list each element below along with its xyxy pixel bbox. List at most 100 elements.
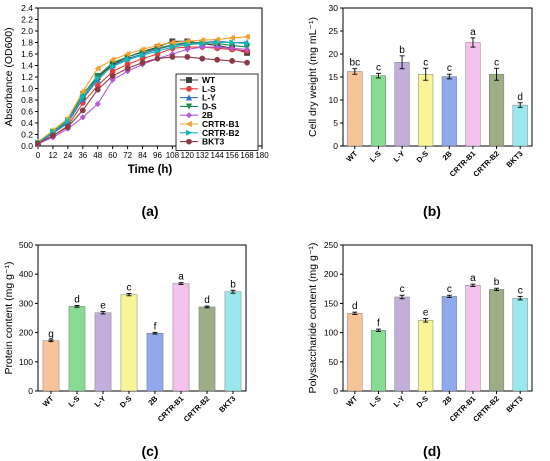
significance-letter: b (494, 277, 500, 288)
data-point (229, 45, 236, 52)
y-tick-label: 15 (329, 72, 339, 82)
x-tick-label: WT (345, 394, 360, 409)
y-tick-label: 200 (324, 269, 338, 279)
x-tick-label: WT (41, 394, 56, 409)
panel-a-growth-curve: 0.00.2 0.40.6 0.81.0 1.21.4 1.61.8 2.02.2 2.4 0… (3, 3, 269, 176)
y-tick-label: 0 (28, 386, 33, 396)
data-point (184, 46, 191, 53)
legend-label: L-S (202, 84, 216, 94)
data-point (79, 88, 86, 95)
bar-wt (347, 313, 363, 392)
x-tick-label: 96 (153, 151, 162, 160)
y-tick-label: 1.6 (21, 49, 33, 59)
plot-frame (37, 244, 247, 392)
significance-letter: e (100, 301, 106, 312)
data-point (139, 59, 146, 66)
x-tick-label: D-S (118, 394, 134, 410)
bar-d-s (120, 294, 138, 392)
x-tick-label: L-Y (392, 149, 407, 164)
panel-c-protein-content: 0 100 200 300 400 500 Protein content (mg g⁻¹)… (3, 240, 247, 424)
data-point (214, 56, 221, 63)
x-tick-label: 0 (36, 151, 41, 160)
x-tick-label: 12 (48, 151, 57, 160)
legend-marker (185, 103, 193, 110)
y-tick-label: 2.2 (21, 15, 33, 25)
data-point (244, 59, 250, 66)
x-tick-label: 24 (63, 151, 72, 160)
data-point (94, 75, 102, 82)
data-point (79, 94, 87, 101)
x-tick-label: WT (345, 149, 360, 164)
bar-2b (146, 332, 164, 392)
significance-letter: d (204, 295, 210, 306)
data-point (94, 86, 101, 93)
y-tick-label: 400 (19, 269, 33, 279)
bar-l-y (394, 296, 410, 392)
bar-crtr-b2 (489, 74, 505, 147)
y-axis-title: Cell dry weight (mg mL⁻¹) (307, 17, 319, 137)
data-point (169, 39, 176, 46)
data-point (244, 40, 251, 47)
y-axis-title: Protein content (mg g⁻¹) (3, 262, 15, 375)
significance-letter: c (376, 62, 381, 73)
y-tick-label: 100 (19, 357, 33, 367)
legend-marker (185, 112, 193, 119)
bar-l-s (370, 330, 386, 392)
significance-letter: c (518, 285, 523, 296)
data-point (35, 140, 41, 147)
data-point (94, 101, 101, 108)
data-point (109, 76, 116, 83)
y-tick-label: 0 (333, 141, 338, 151)
significance-letter: e (423, 308, 429, 319)
x-tick-label: BKT3 (504, 149, 524, 169)
bar-l-s (370, 75, 386, 147)
panel-label-d: (d) (423, 443, 441, 459)
significance-letter: a (470, 273, 476, 284)
series-crtr-b2 (35, 39, 251, 146)
bar-crtr-b1 (465, 42, 481, 147)
x-tick-label: D-S (415, 149, 431, 165)
y-tick-label: 2.4 (21, 3, 33, 13)
data-point (64, 118, 72, 125)
x-tick-label: CRTR-B2 (182, 394, 212, 424)
data-point (199, 40, 206, 47)
bar-bkt3 (224, 291, 242, 392)
y-tick-label: 10 (329, 95, 339, 105)
significance-letter: bc (350, 58, 361, 69)
legend-label: CRTR-B1 (202, 119, 240, 129)
significance-letter: b (399, 45, 405, 56)
data-point (243, 33, 250, 40)
y-tick-label: 1.0 (21, 84, 33, 94)
x-tick-label: L-S (368, 394, 383, 409)
y-tick-label: 25 (329, 26, 339, 36)
legend-label: BKT3 (202, 137, 224, 147)
x-axis-title: Time (h) (128, 164, 173, 176)
y-axis-title: Polysaccharide content (mg g⁻¹) (307, 243, 319, 394)
y-tick-label: 200 (19, 328, 33, 338)
x-tick-label: BKT3 (217, 394, 237, 414)
x-tick-label: CRTR-B2 (471, 149, 501, 179)
data-point (214, 39, 221, 46)
y-tick-label: 300 (19, 298, 33, 308)
significance-letter: c (494, 57, 499, 68)
significance-letter: g (48, 329, 54, 340)
plot-frame (342, 244, 533, 392)
bar-2b (441, 76, 457, 147)
x-tick-label: 156 (225, 151, 239, 160)
significance-letter: b (230, 279, 236, 290)
legend-label: D-S (202, 101, 217, 111)
y-tick-label: 0.2 (21, 130, 33, 140)
data-point (199, 55, 206, 62)
series-bkt3 (35, 53, 250, 147)
y-tick-label: 0.8 (21, 95, 33, 105)
bar-wt (42, 340, 60, 392)
data-point (124, 50, 131, 58)
x-tick-label: 144 (211, 151, 225, 160)
significance-letter: a (178, 272, 184, 283)
y-tick-label: 50 (329, 357, 339, 367)
significance-letter: c (447, 284, 452, 295)
bar-bkt3 (512, 297, 528, 392)
data-point (228, 34, 236, 41)
x-tick-label: 2B (441, 149, 455, 163)
legend-marker (186, 77, 192, 83)
